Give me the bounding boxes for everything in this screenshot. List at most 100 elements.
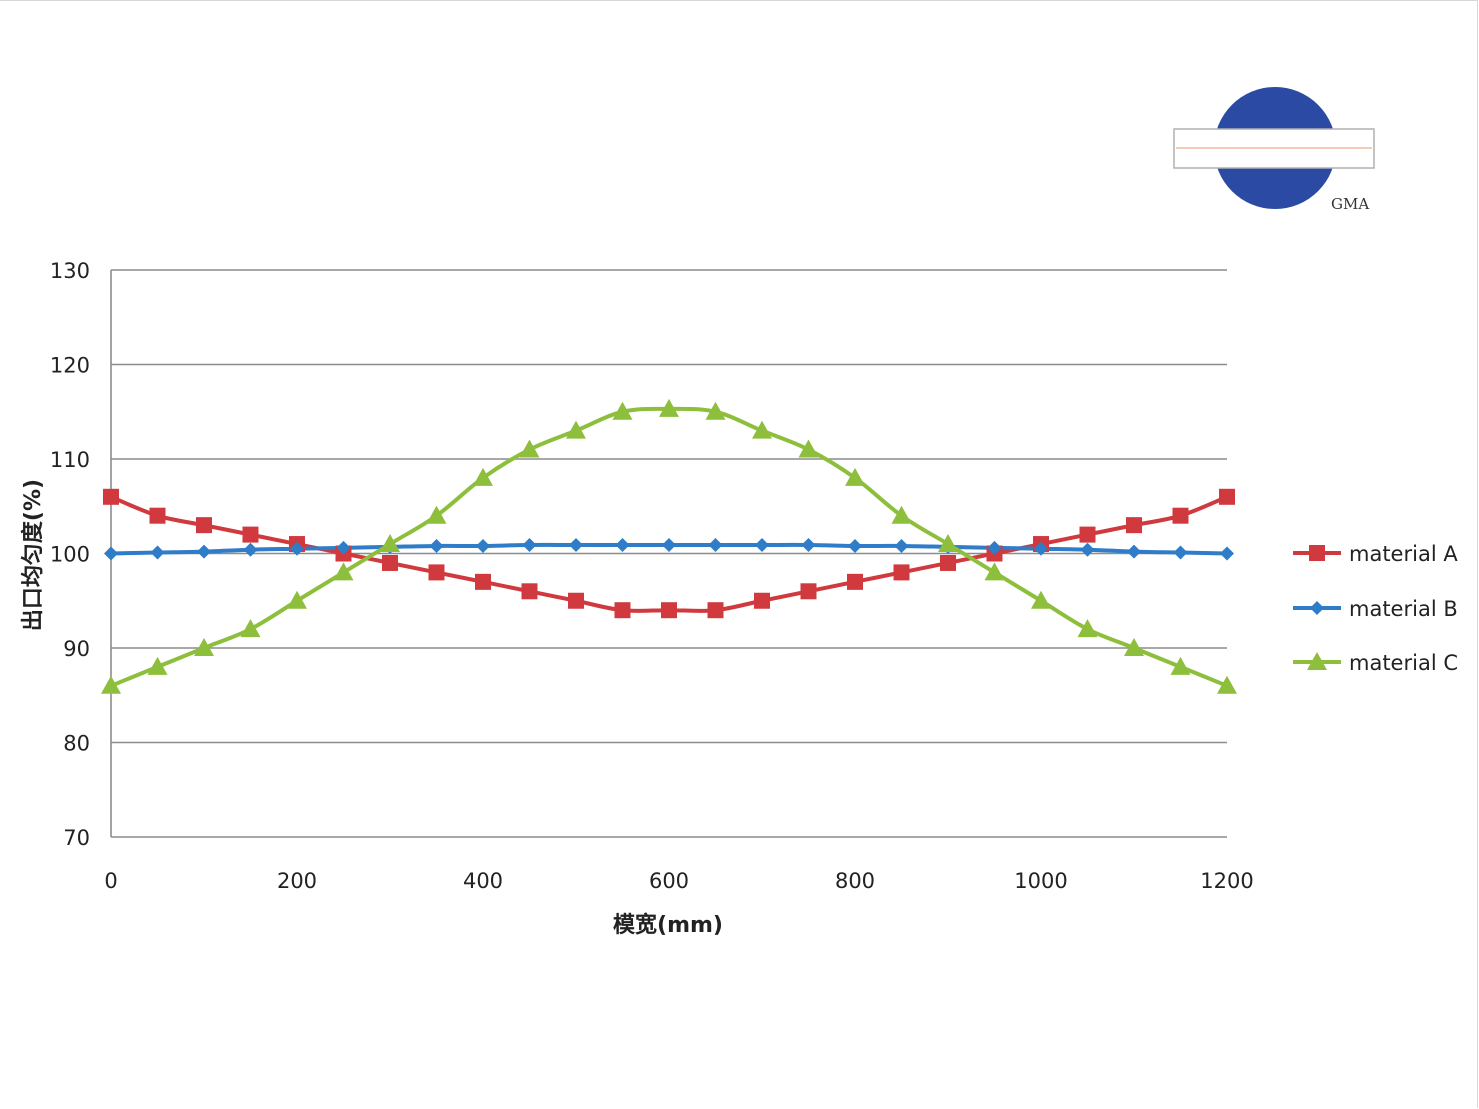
point-material-c-1100 (1124, 638, 1144, 656)
point-material-c-150 (240, 619, 261, 638)
point-material-c-750 (798, 439, 819, 458)
legend: material A material B material C (1293, 542, 1458, 675)
point-material-b-1100 (1127, 544, 1141, 559)
point-material-a-600 (661, 602, 677, 619)
point-material-c-700 (752, 420, 772, 439)
point-material-a-450 (521, 583, 538, 600)
point-material-b-550 (615, 537, 630, 552)
point-material-a-1050 (1079, 526, 1096, 543)
point-material-a-50 (149, 507, 166, 524)
point-material-b-400 (476, 538, 490, 553)
point-material-b-800 (848, 538, 862, 553)
point-material-c-350 (426, 505, 447, 524)
point-material-c-950 (984, 562, 1005, 581)
point-material-c-1150 (1170, 656, 1191, 675)
point-material-b-500 (569, 537, 583, 552)
point-material-a-300 (382, 554, 398, 571)
point-material-a-1200 (1219, 488, 1235, 505)
point-material-a-150 (242, 526, 259, 543)
point-material-b-650 (708, 537, 723, 552)
point-material-c-100 (194, 638, 214, 656)
x-tick-label-200: 200 (277, 869, 317, 893)
point-material-c-400 (473, 467, 493, 486)
x-tick-labels: 0 200 400 600 800 1000 1200 (104, 869, 1253, 893)
point-material-c-550 (612, 401, 633, 420)
x-tick-label-0: 0 (104, 869, 117, 893)
legend-marker-material-a (1309, 545, 1325, 561)
y-tick-label-130: 130 (50, 259, 90, 283)
x-tick-label-1200: 1200 (1200, 869, 1253, 893)
point-material-a-0 (103, 488, 119, 505)
point-material-c-900 (938, 534, 958, 553)
x-tick-label-400: 400 (463, 869, 503, 893)
point-material-b-1200 (1220, 546, 1234, 561)
point-material-c-0 (101, 675, 121, 694)
x-tick-label-800: 800 (835, 869, 875, 893)
y-tick-label-70: 70 (63, 826, 90, 850)
point-material-a-850 (893, 564, 910, 581)
point-material-c-50 (147, 656, 168, 675)
point-material-c-450 (519, 439, 540, 458)
series-markers (101, 398, 1237, 694)
x-axis-title: 模宽(mm) (613, 912, 723, 938)
point-material-b-200 (290, 541, 304, 556)
point-material-b-600 (662, 537, 676, 552)
point-material-b-700 (755, 537, 769, 552)
point-material-b-250 (336, 540, 351, 555)
y-axis-title: 出口均匀度(%) (20, 479, 46, 631)
legend-label-material-c: material C (1349, 651, 1458, 675)
gma-logo: GMA (1173, 87, 1375, 213)
point-material-b-100 (197, 544, 211, 559)
point-material-c-850 (891, 505, 912, 524)
y-tick-labels: 70 80 90 100 110 120 130 (50, 259, 90, 850)
y-tick-label-90: 90 (63, 637, 90, 661)
point-material-b-50 (150, 545, 165, 560)
point-material-a-900 (940, 554, 956, 571)
point-material-b-1150 (1173, 545, 1188, 560)
y-tick-label-120: 120 (50, 354, 90, 378)
point-material-b-950 (987, 540, 1002, 555)
point-material-a-100 (196, 517, 212, 534)
point-material-a-800 (847, 573, 863, 590)
point-material-c-1200 (1217, 675, 1237, 694)
point-material-b-450 (522, 537, 537, 552)
point-material-b-350 (429, 538, 444, 553)
point-material-c-1000 (1031, 590, 1051, 609)
logo-text: GMA (1331, 195, 1369, 213)
point-material-a-550 (614, 602, 631, 619)
point-material-a-400 (475, 573, 491, 590)
point-material-b-0 (104, 546, 118, 561)
point-material-b-150 (243, 542, 258, 557)
point-material-c-800 (845, 467, 865, 486)
point-material-c-650 (705, 401, 726, 420)
point-material-a-700 (754, 592, 770, 609)
point-material-c-200 (287, 590, 307, 609)
point-material-c-1050 (1077, 619, 1098, 638)
legend-label-material-a: material A (1349, 542, 1458, 566)
legend-marker-material-c (1307, 652, 1327, 670)
y-tick-label-110: 110 (50, 448, 90, 472)
point-material-b-750 (801, 537, 816, 552)
y-tick-label-100: 100 (50, 543, 90, 567)
point-material-a-650 (707, 602, 724, 619)
point-material-a-500 (568, 592, 584, 609)
y-tick-label-80: 80 (63, 732, 90, 756)
point-material-c-500 (566, 420, 586, 439)
point-material-c-250 (333, 562, 354, 581)
point-material-a-1150 (1172, 507, 1189, 524)
point-material-c-300 (380, 534, 400, 553)
point-material-a-350 (428, 564, 445, 581)
legend-marker-material-b (1310, 601, 1324, 615)
point-material-a-750 (800, 583, 817, 600)
point-material-b-1000 (1034, 541, 1048, 556)
point-material-b-850 (894, 538, 909, 553)
grid-lines (111, 269, 1227, 744)
point-material-a-1100 (1126, 517, 1142, 534)
legend-label-material-b: material B (1349, 597, 1458, 621)
point-material-b-1050 (1080, 542, 1095, 557)
x-tick-label-600: 600 (649, 869, 689, 893)
point-material-c-600 (659, 398, 679, 417)
x-tick-label-1000: 1000 (1014, 869, 1067, 893)
